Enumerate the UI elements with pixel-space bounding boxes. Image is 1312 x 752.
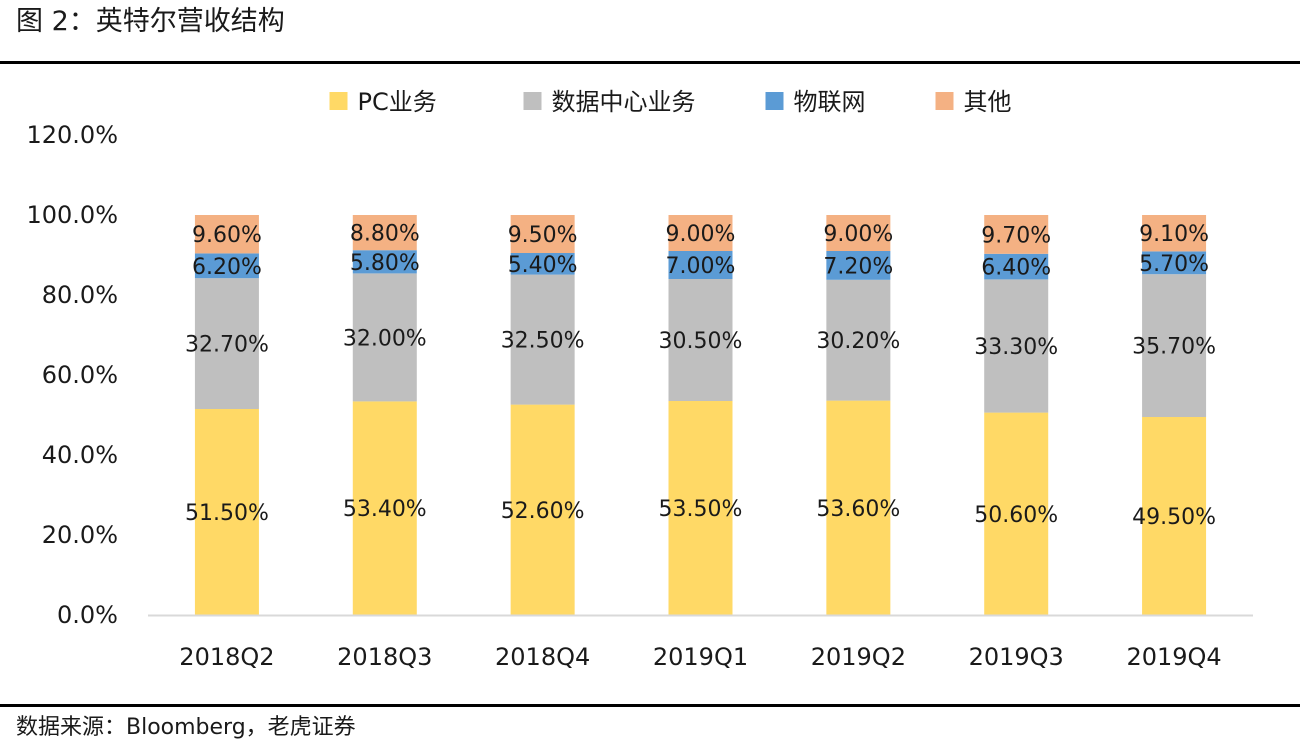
x-tick-label: 2018Q3 — [337, 643, 432, 671]
y-tick-label: 100.0% — [26, 201, 118, 229]
bar-segment — [352, 250, 417, 274]
data-label: 32.70% — [185, 333, 269, 358]
data-label: 32.00% — [343, 326, 427, 351]
legend-label: 物联网 — [794, 88, 866, 116]
bar-segment — [1142, 274, 1207, 417]
legend-label: 数据中心业务 — [552, 88, 696, 116]
x-tick-label: 2019Q3 — [969, 643, 1064, 671]
bar-segment — [668, 215, 733, 251]
data-label: 5.40% — [508, 253, 578, 278]
chart-legend: PC业务 数据中心业务 物联网 其他 — [329, 88, 1012, 116]
bar-segment — [352, 401, 417, 615]
data-label: 51.50% — [185, 501, 269, 526]
x-tick-label: 2018Q4 — [495, 643, 590, 671]
data-label: 30.20% — [816, 329, 900, 354]
y-axis: 0.0% 20.0% 40.0% 60.0% 80.0% 100.0% 120.0% — [26, 121, 118, 629]
data-label: 53.50% — [659, 497, 743, 522]
x-tick-label: 2019Q1 — [653, 643, 748, 671]
data-label: 5.70% — [1139, 252, 1209, 277]
bar-segment — [668, 279, 733, 401]
bar-segment — [352, 273, 417, 402]
bar-segment — [194, 253, 259, 279]
bar-segment — [984, 412, 1049, 615]
y-tick-label: 80.0% — [42, 281, 118, 309]
legend-swatch — [329, 92, 348, 110]
x-tick-label: 2018Q2 — [179, 643, 274, 671]
data-label: 8.80% — [350, 222, 420, 247]
data-label: 6.40% — [981, 256, 1051, 281]
bar-segment — [668, 401, 733, 615]
data-label: 32.50% — [501, 329, 585, 354]
legend-item: PC业务 — [329, 88, 437, 116]
data-label: 9.00% — [666, 222, 736, 247]
data-label: 9.70% — [981, 223, 1051, 248]
data-label: 53.60% — [816, 497, 900, 522]
stacked-bar-chart: PC业务 数据中心业务 物联网 其他 0.0% 20.0% 40.0% 60.0% 80.0%… — [26, 88, 1253, 671]
y-tick-label: 0.0% — [57, 601, 118, 629]
bar-segment — [1142, 215, 1207, 252]
legend-swatch — [935, 92, 954, 110]
legend-item: 物联网 — [765, 88, 866, 116]
data-label: 6.20% — [192, 255, 262, 280]
data-label: 33.30% — [974, 335, 1058, 360]
data-label: 35.70% — [1132, 335, 1216, 360]
bar-segment — [984, 279, 1049, 413]
bar-segment — [984, 215, 1049, 254]
bar-segment — [510, 215, 575, 253]
data-label: 52.60% — [501, 499, 585, 524]
legend-item: 数据中心业务 — [523, 88, 696, 116]
bar-segment — [826, 251, 891, 280]
data-label: 5.80% — [350, 251, 420, 276]
bar-segment — [668, 251, 733, 279]
top-rule — [0, 61, 1300, 64]
figure-source: 数据来源：Bloomberg，老虎证券 — [16, 715, 356, 740]
x-tick-label: 2019Q4 — [1126, 643, 1221, 671]
bar-segment — [984, 253, 1049, 280]
x-tick-label: 2019Q2 — [811, 643, 906, 671]
legend-label: PC业务 — [358, 88, 437, 116]
legend-label: 其他 — [964, 88, 1012, 116]
bottom-rule — [0, 704, 1300, 707]
figure-title: 图 2：英特尔营收结构 — [16, 6, 285, 37]
legend-swatch — [523, 92, 542, 110]
data-label: 7.00% — [666, 254, 736, 279]
bar-segment — [510, 274, 575, 405]
y-tick-label: 20.0% — [42, 521, 118, 549]
bar-segment — [510, 253, 575, 275]
bar-segment — [826, 279, 891, 401]
legend-swatch — [765, 92, 784, 110]
data-label: 30.50% — [659, 329, 743, 354]
bar-segment — [1142, 251, 1207, 275]
bar-segment — [352, 215, 417, 251]
bar-segment — [510, 404, 575, 615]
data-label: 9.10% — [1139, 222, 1209, 247]
data-label: 9.50% — [508, 223, 578, 248]
data-label: 50.60% — [974, 503, 1058, 528]
bar-segment — [826, 215, 891, 251]
data-label: 53.40% — [343, 497, 427, 522]
bar-segment — [194, 215, 259, 254]
data-label: 7.20% — [823, 254, 893, 279]
y-tick-label: 120.0% — [26, 121, 118, 149]
y-tick-label: 40.0% — [42, 441, 118, 469]
bar-segment — [1142, 417, 1207, 615]
data-label: 9.00% — [823, 222, 893, 247]
bar-segment — [826, 400, 891, 615]
bars: 51.50% 32.70% 6.20% 9.60% 53.40% 32.00% 5.80% 8… — [185, 215, 1216, 615]
bar-segment — [194, 278, 259, 409]
data-label: 49.50% — [1132, 505, 1216, 530]
bar-segment — [194, 409, 259, 615]
data-label: 9.60% — [192, 223, 262, 248]
legend-item: 其他 — [935, 88, 1012, 116]
y-tick-label: 60.0% — [42, 361, 118, 389]
x-axis: 2018Q2 2018Q3 2018Q4 2019Q1 2019Q2 2019Q3 2019… — [148, 614, 1253, 671]
